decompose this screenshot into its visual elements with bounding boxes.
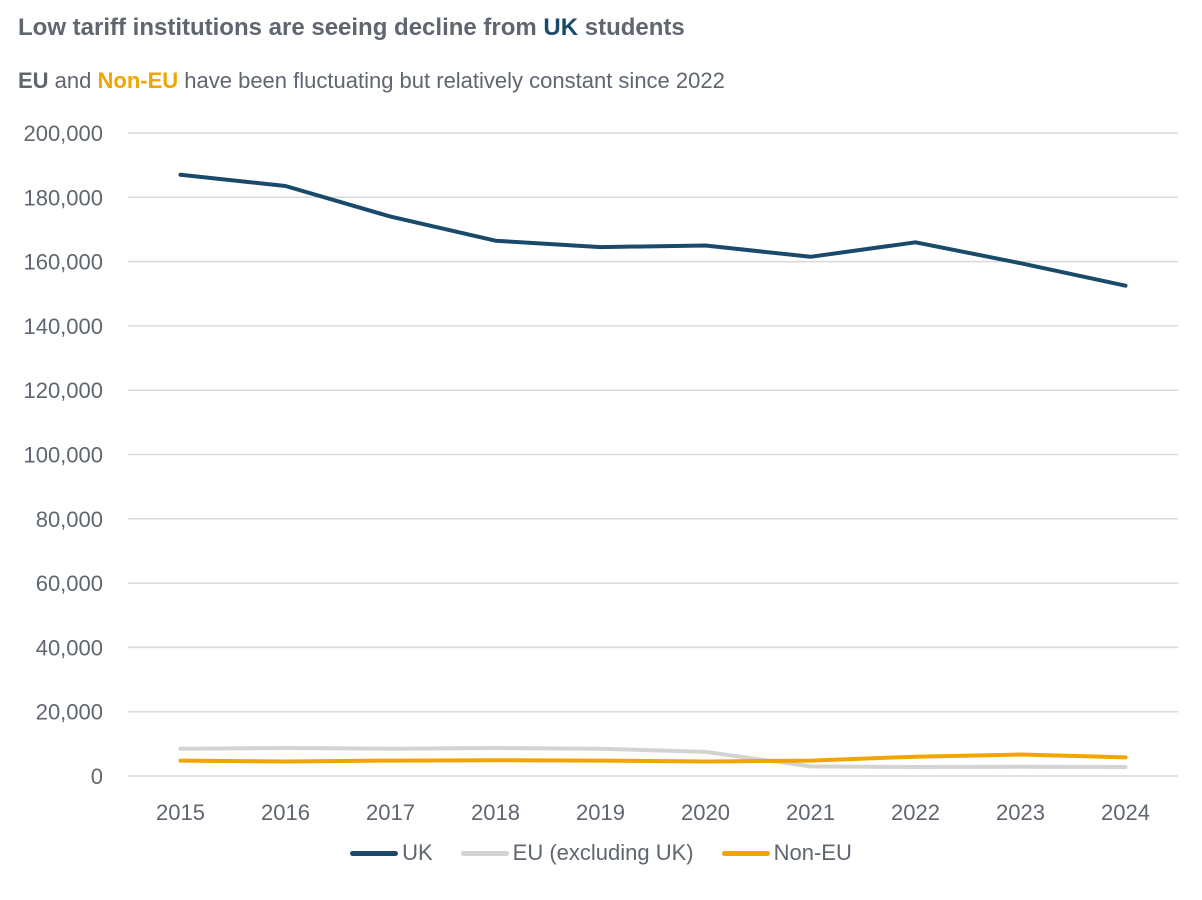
title-highlight-uk: UK	[543, 14, 579, 41]
x-tick-label: 2022	[891, 800, 940, 825]
y-tick-label: 20,000	[36, 700, 103, 725]
subtitle-highlight-eu: EU	[18, 68, 49, 93]
legend-item: UK	[350, 840, 433, 866]
legend-swatch	[721, 850, 770, 856]
legend-item: EU (excluding UK)	[460, 840, 694, 866]
x-tick-label: 2023	[996, 800, 1045, 825]
y-tick-label: 180,000	[23, 185, 103, 210]
y-tick-label: 100,000	[23, 443, 103, 468]
y-axis-ticks: 0 20,000 40,000 60,000 80,000 100,000 120,000 1…	[23, 121, 103, 789]
y-tick-label: 200,000	[23, 121, 103, 146]
y-tick-label: 120,000	[23, 378, 103, 403]
series-lines	[178, 172, 1128, 769]
legend: UK EU (excluding UK) Non-EU	[0, 840, 1202, 866]
x-tick-label: 2019	[576, 800, 625, 825]
x-tick-label: 2017	[366, 800, 415, 825]
y-tick-label: 80,000	[36, 507, 103, 532]
chart-title: Low tariff institutions are seeing decli…	[18, 14, 685, 41]
legend-swatch	[350, 850, 399, 856]
x-tick-label: 2020	[681, 800, 730, 825]
y-tick-label: 0	[91, 764, 103, 789]
y-tick-label: 40,000	[36, 635, 103, 660]
legend-swatch	[460, 850, 509, 856]
series-line-non-eu	[178, 752, 1128, 764]
x-tick-label: 2016	[261, 800, 310, 825]
x-tick-label: 2018	[471, 800, 520, 825]
legend-label: UK	[402, 840, 433, 865]
chart-subtitle: EU and Non-EU have been fluctuating but …	[18, 68, 725, 93]
gridlines	[128, 132, 1178, 777]
x-tick-label: 2015	[156, 800, 205, 825]
y-tick-label: 160,000	[23, 250, 103, 275]
y-tick-label: 60,000	[36, 571, 103, 596]
subtitle-highlight-noneu: Non-EU	[97, 68, 179, 93]
legend-label: Non-EU	[773, 840, 852, 865]
x-tick-label: 2024	[1101, 800, 1150, 825]
legend-item: Non-EU	[721, 840, 852, 866]
y-tick-label: 140,000	[23, 314, 103, 339]
x-tick-label: 2021	[786, 800, 835, 825]
x-axis-ticks: 2015 2016 2017 2018 2019 2020 2021 2022 2023 2024	[156, 800, 1150, 825]
legend-label: EU (excluding UK)	[512, 840, 694, 865]
series-line-eu-excluding-uk	[178, 746, 1128, 769]
series-line-uk	[178, 172, 1128, 288]
